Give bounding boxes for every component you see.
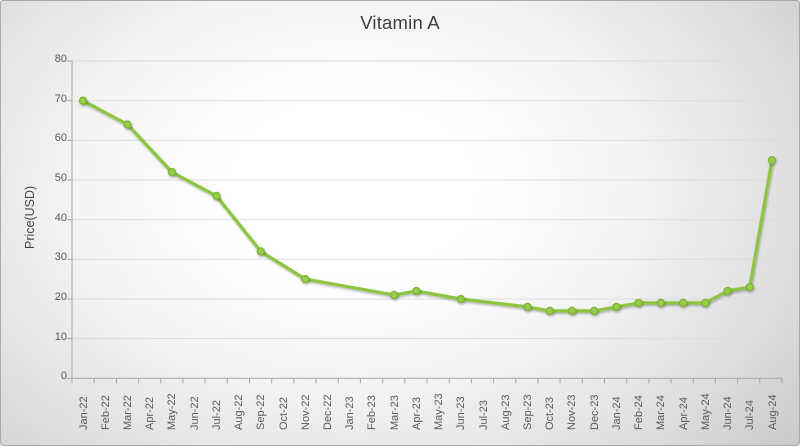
data-point-marker: [701, 298, 710, 308]
series-line: [81, 99, 774, 313]
data-point-marker: [256, 247, 265, 256]
data-point-marker: [612, 302, 621, 312]
data-point-marker: [590, 306, 599, 316]
data-point-marker: [123, 120, 132, 129]
data-point-marker: [212, 191, 221, 201]
data-point-marker: [767, 156, 777, 165]
data-point-marker: [723, 286, 732, 296]
data-point-marker: [523, 302, 532, 312]
data-point-marker: [301, 274, 310, 284]
data-point-marker: [545, 306, 554, 316]
data-point-marker: [167, 167, 177, 177]
data-point-marker: [456, 294, 465, 304]
data-point-marker: [78, 96, 88, 105]
data-point-marker: [390, 290, 399, 300]
chart-title: Vitamin A: [360, 12, 440, 33]
data-point-marker: [745, 282, 754, 292]
data-point-marker: [412, 286, 421, 296]
data-point-marker: [634, 298, 643, 308]
data-point-marker: [656, 298, 666, 308]
data-point-marker: [678, 298, 688, 308]
data-point-marker: [567, 306, 577, 316]
